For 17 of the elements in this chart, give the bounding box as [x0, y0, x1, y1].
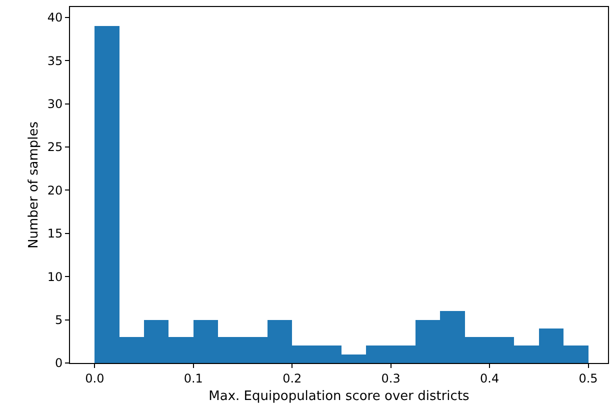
y-tick-label: 35: [47, 54, 63, 68]
x-tick-label: 0.0: [85, 371, 104, 386]
y-tick-label: 10: [47, 270, 63, 284]
x-tick-label: 0.3: [381, 371, 400, 386]
y-tick-label: 40: [47, 10, 63, 25]
x-tick-label: 0.1: [184, 371, 203, 386]
y-tick-label: 0: [54, 356, 63, 370]
x-tick-label: 0.2: [282, 371, 302, 386]
x-tick-label: 0.4: [480, 371, 500, 386]
y-tick-label: 5: [54, 313, 63, 327]
x-axis-title: Max. Equipopulation score over districts: [208, 389, 470, 404]
y-tick-label: 20: [47, 183, 63, 198]
y-tick-label: 25: [47, 140, 63, 154]
y-tick-label: 30: [47, 96, 63, 111]
y-tick-label: 15: [47, 226, 63, 241]
y-axis-title: Number of samples: [26, 121, 42, 249]
x-tick-label: 0.5: [578, 371, 598, 386]
